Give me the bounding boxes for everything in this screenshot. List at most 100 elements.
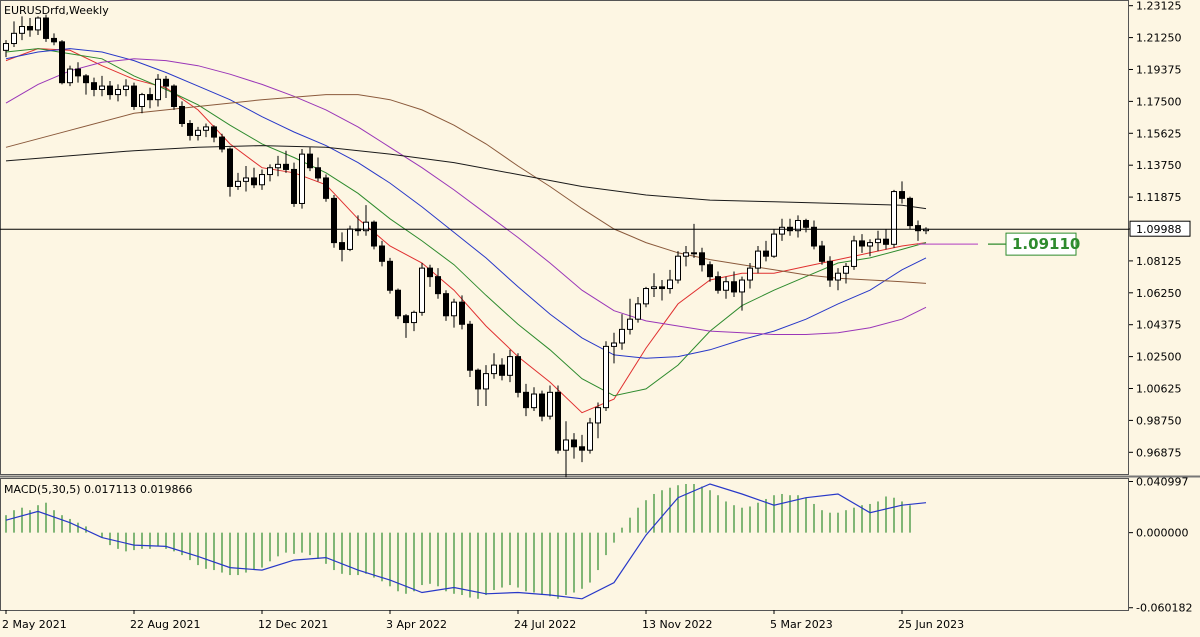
candle bbox=[523, 383, 529, 417]
macd-signal bbox=[5, 483, 927, 600]
candle-body bbox=[379, 245, 385, 262]
candle bbox=[211, 125, 217, 143]
candle-body bbox=[483, 373, 489, 390]
candle-body bbox=[715, 276, 721, 291]
candle-body bbox=[771, 233, 777, 257]
candle bbox=[43, 14, 49, 42]
candle bbox=[707, 261, 713, 282]
price-tick-label: 1.06250 bbox=[1136, 287, 1182, 300]
macd-label: MACD(5,30,5) 0.017113 0.019866 bbox=[4, 483, 193, 496]
candle-body bbox=[283, 163, 289, 170]
price-tick-label: 1.08125 bbox=[1136, 255, 1182, 268]
candle-body bbox=[515, 356, 521, 393]
price-tick-label: 1.04375 bbox=[1136, 319, 1182, 332]
moving-average-line bbox=[5, 48, 927, 359]
candle bbox=[651, 273, 657, 298]
candle bbox=[403, 314, 409, 338]
candle bbox=[107, 80, 113, 100]
candle bbox=[11, 21, 17, 47]
candle-body bbox=[107, 85, 113, 96]
candle-body bbox=[123, 85, 129, 90]
macd-signal-line bbox=[5, 483, 927, 600]
candle-body bbox=[51, 37, 57, 43]
price-tick-label: 1.19375 bbox=[1136, 63, 1182, 76]
candle bbox=[811, 220, 817, 250]
candle-body bbox=[555, 391, 561, 451]
candle bbox=[419, 263, 425, 316]
candle bbox=[51, 33, 57, 46]
candle-body bbox=[331, 197, 337, 244]
candle-body bbox=[203, 126, 209, 131]
price-lines: 1.09988 1.09110 bbox=[0, 220, 1191, 256]
candle bbox=[619, 314, 625, 350]
candle bbox=[907, 196, 913, 229]
candle-body bbox=[395, 289, 401, 317]
price-panel-frame bbox=[0, 0, 1129, 475]
candle bbox=[195, 126, 201, 141]
candle-body bbox=[187, 123, 193, 136]
price-tick-label: 0.98750 bbox=[1136, 414, 1182, 427]
candle-body bbox=[835, 272, 841, 281]
candle-body bbox=[315, 167, 321, 179]
candle bbox=[307, 147, 313, 172]
candle-body bbox=[307, 153, 313, 169]
candle bbox=[139, 92, 145, 114]
candle-body bbox=[867, 242, 873, 247]
candle bbox=[19, 16, 25, 41]
candle bbox=[179, 101, 185, 127]
candle bbox=[91, 77, 97, 97]
candle-body bbox=[459, 301, 465, 325]
candle bbox=[563, 421, 569, 478]
candle-body bbox=[915, 225, 921, 232]
candle-body bbox=[195, 129, 201, 136]
candle bbox=[123, 79, 129, 97]
candle bbox=[611, 332, 617, 364]
candle-body bbox=[667, 279, 673, 290]
candle-body bbox=[499, 364, 505, 376]
candle bbox=[499, 358, 505, 381]
macd-tick-label: -0.060182 bbox=[1136, 602, 1192, 615]
candle bbox=[635, 297, 641, 323]
candle bbox=[299, 149, 305, 209]
candle bbox=[67, 65, 73, 87]
candle-body bbox=[251, 177, 257, 186]
candle bbox=[315, 157, 321, 182]
candle bbox=[59, 40, 65, 85]
candle-body bbox=[803, 219, 809, 228]
candle bbox=[539, 390, 545, 422]
candle bbox=[187, 120, 193, 141]
candle bbox=[275, 155, 281, 177]
candle bbox=[587, 417, 593, 454]
candle bbox=[867, 239, 873, 257]
candle bbox=[659, 280, 665, 301]
candle-body bbox=[811, 226, 817, 247]
candle-body bbox=[579, 446, 585, 451]
candle-body bbox=[99, 85, 105, 90]
time-tick-label: 12 Dec 2021 bbox=[258, 618, 328, 631]
macd-histogram bbox=[5, 483, 911, 599]
candle bbox=[483, 365, 489, 406]
candle-body bbox=[419, 267, 425, 313]
symbol-label: EURUSDrfd,Weekly bbox=[4, 4, 109, 17]
candle-body bbox=[267, 167, 273, 176]
candle bbox=[803, 218, 809, 233]
candle-body bbox=[171, 85, 177, 107]
candle-body bbox=[619, 328, 625, 344]
candle bbox=[339, 232, 345, 262]
candle-body bbox=[91, 82, 97, 90]
time-tick-label: 22 Aug 2021 bbox=[130, 618, 200, 631]
candle bbox=[835, 268, 841, 291]
candle bbox=[603, 341, 609, 412]
candle-body bbox=[763, 250, 769, 257]
candle-body bbox=[539, 393, 545, 417]
candle bbox=[667, 269, 673, 294]
candle bbox=[579, 434, 585, 463]
candle bbox=[491, 353, 497, 379]
candle-body bbox=[747, 267, 753, 281]
candle bbox=[515, 353, 521, 398]
candle-body bbox=[755, 250, 761, 269]
macd-tick-label: 0.040997 bbox=[1136, 475, 1189, 488]
candle bbox=[555, 385, 561, 454]
candle bbox=[531, 387, 537, 412]
